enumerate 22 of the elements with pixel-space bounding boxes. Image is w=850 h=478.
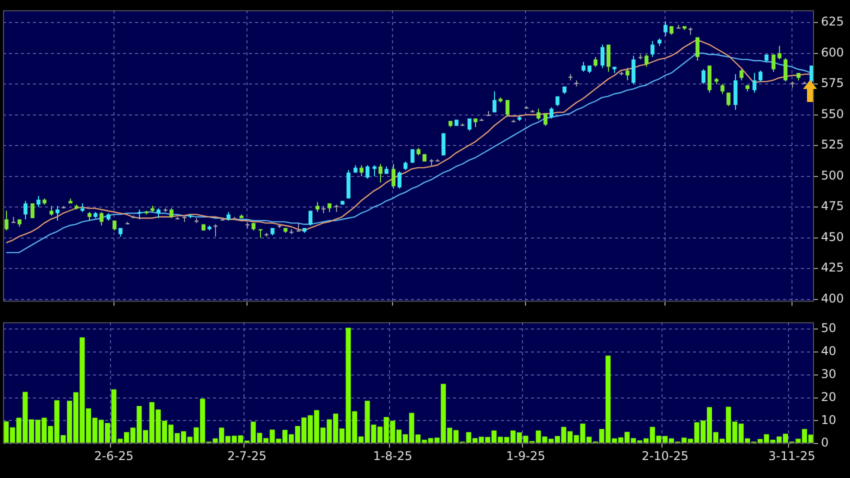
x-tick-label: 1-9-25 [506,448,546,463]
y-tick-label: 625 [821,14,844,29]
y-tick-label: 20 [821,390,836,404]
y-tick-label: 40 [821,344,836,358]
x-tick-label: 3-11-25 [768,448,816,463]
y-tick-label: 525 [821,138,844,152]
y-tick-label: 400 [821,291,844,306]
y-tick-label: 575 [821,76,844,90]
y-tick-label: 450 [821,230,844,244]
x-tick-label: 1-8-25 [373,448,412,463]
y-tick-label: 30 [821,367,836,382]
y-tick-label: 600 [821,45,844,60]
y-tick-label: 475 [821,199,844,214]
x-tick-label: 2-6-25 [94,448,134,463]
y-tick-label: 10 [821,412,836,427]
y-tick-label: 550 [821,106,844,121]
y-tick-label: 425 [821,260,844,275]
y-tick-label: 500 [821,168,844,182]
y-tick-label: 0 [821,436,829,450]
x-tick-label: 2-7-25 [227,448,267,463]
y-tick-label: 50 [821,321,836,336]
x-tick-label: 2-10-25 [642,448,689,463]
